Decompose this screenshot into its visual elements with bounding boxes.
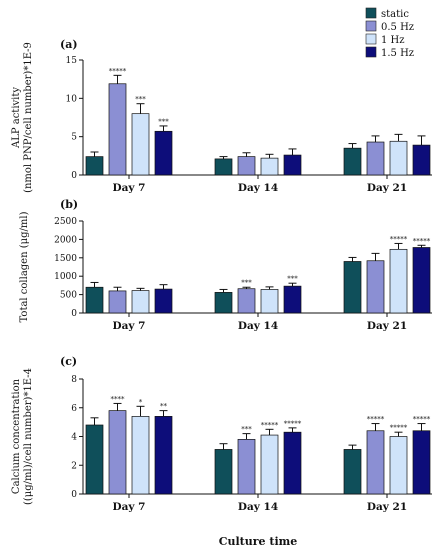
y-tick-label: 8	[71, 375, 77, 385]
y-tick-label: 0	[71, 490, 77, 500]
legend-label: 1.5 Hz	[381, 48, 414, 59]
bar	[389, 140, 408, 176]
x-tick-label: Day 14	[238, 182, 278, 194]
significance-label: *****	[413, 237, 431, 245]
legend-label: 1 Hz	[381, 35, 405, 46]
y-axis-label: Calcium concentration	[11, 378, 22, 494]
bar	[283, 431, 302, 495]
significance-label: *****	[390, 424, 408, 432]
bar	[343, 147, 362, 176]
significance-label: ***	[135, 96, 146, 104]
bar	[214, 158, 233, 176]
significance-label: *****	[390, 235, 408, 243]
y-tick-label: 2	[71, 461, 77, 471]
bar	[214, 449, 233, 495]
x-tick-label: Day 7	[113, 320, 146, 332]
bar	[108, 410, 127, 495]
bar	[154, 416, 173, 495]
y-tick-label: 2000	[54, 235, 77, 245]
bar	[214, 292, 233, 314]
x-tick-label: Day 21	[367, 320, 407, 332]
bar	[85, 286, 104, 314]
x-tick-label: Day 21	[367, 182, 407, 194]
bar	[343, 261, 362, 314]
x-axis-title: Culture time	[219, 535, 298, 548]
x-tick-label: Day 7	[113, 501, 146, 513]
bar	[131, 290, 150, 314]
bar	[260, 434, 279, 495]
bar	[389, 436, 408, 495]
significance-label: **	[160, 403, 168, 411]
panel-2: (b) 0 500 1000 1500 2000 2500 Total collagen (μ…	[19, 198, 432, 332]
y-tick-label: 500	[60, 291, 77, 301]
bar	[260, 289, 279, 314]
significance-label: *	[139, 398, 143, 406]
bar	[343, 449, 362, 495]
bar	[131, 416, 150, 495]
bar	[283, 285, 302, 314]
bar	[237, 439, 256, 495]
x-tick-label: Day 14	[238, 501, 278, 513]
bar	[260, 157, 279, 176]
y-tick-label: 0	[71, 309, 77, 319]
bar	[412, 144, 431, 176]
panel-label: (c)	[60, 355, 77, 368]
panel-3: (c) 0 2 4 6 8 Calcium concentration ((μg/ml)/ce…	[11, 355, 432, 513]
bar	[389, 248, 408, 314]
legend: static 0.5 Hz 1 Hz 1.5 Hz	[365, 7, 414, 59]
y-tick-label: 1500	[54, 254, 77, 264]
y-tick-label: 10	[66, 94, 78, 104]
significance-label: ***	[241, 279, 252, 287]
y-tick-label: 6	[71, 404, 77, 414]
bar	[85, 156, 104, 176]
bar	[131, 113, 150, 176]
bar	[154, 288, 173, 314]
significance-label: *****	[261, 421, 279, 429]
legend-label: static	[381, 9, 409, 20]
y-tick-label: 1000	[54, 272, 77, 282]
y-tick-label: 2500	[54, 217, 77, 227]
y-tick-label: 0	[71, 171, 77, 181]
y-tick-label: 15	[66, 56, 78, 66]
chart-panels: (a) 0 5 10 15 ALP activity (nmol PNP/cell numb…	[11, 38, 432, 513]
panel-label: (b)	[60, 198, 78, 211]
y-axis-label: (nmol PNP/cell number)*1E-9	[23, 42, 34, 193]
bar	[366, 141, 385, 176]
significance-label: ***	[158, 118, 169, 126]
y-tick-label: 4	[71, 433, 77, 443]
bar	[412, 247, 431, 314]
x-tick-label: Day 21	[367, 501, 407, 513]
bar	[108, 83, 127, 176]
significance-label: *****	[109, 67, 127, 75]
bar	[366, 260, 385, 314]
legend-swatch	[365, 7, 377, 19]
bar	[366, 430, 385, 495]
bar	[237, 288, 256, 314]
bar	[108, 290, 127, 314]
y-axis-label: Total collagen (μg/ml)	[19, 211, 30, 322]
bar	[85, 424, 104, 495]
y-axis-label: ((μg/ml)/cell number)*1E-4	[23, 368, 34, 505]
significance-label: *****	[413, 416, 431, 424]
legend-swatch	[365, 20, 377, 32]
legend-swatch	[365, 33, 377, 45]
panel-1: (a) 0 5 10 15 ALP activity (nmol PNP/cell numb…	[11, 38, 432, 194]
bar	[237, 156, 256, 176]
y-axis-label: ALP activity	[11, 87, 22, 149]
legend-label: 0.5 Hz	[381, 22, 414, 33]
y-tick-label: 5	[71, 133, 77, 143]
significance-label: *****	[284, 420, 302, 428]
bar	[154, 130, 173, 176]
significance-label: *****	[367, 416, 385, 424]
significance-label: ***	[241, 426, 252, 434]
bar	[412, 430, 431, 495]
significance-label: ***	[287, 275, 298, 283]
legend-swatch	[365, 46, 377, 58]
x-tick-label: Day 7	[113, 182, 146, 194]
panel-label: (a)	[60, 38, 78, 51]
bar	[283, 154, 302, 176]
x-tick-label: Day 14	[238, 320, 278, 332]
significance-label: ****	[111, 395, 126, 403]
